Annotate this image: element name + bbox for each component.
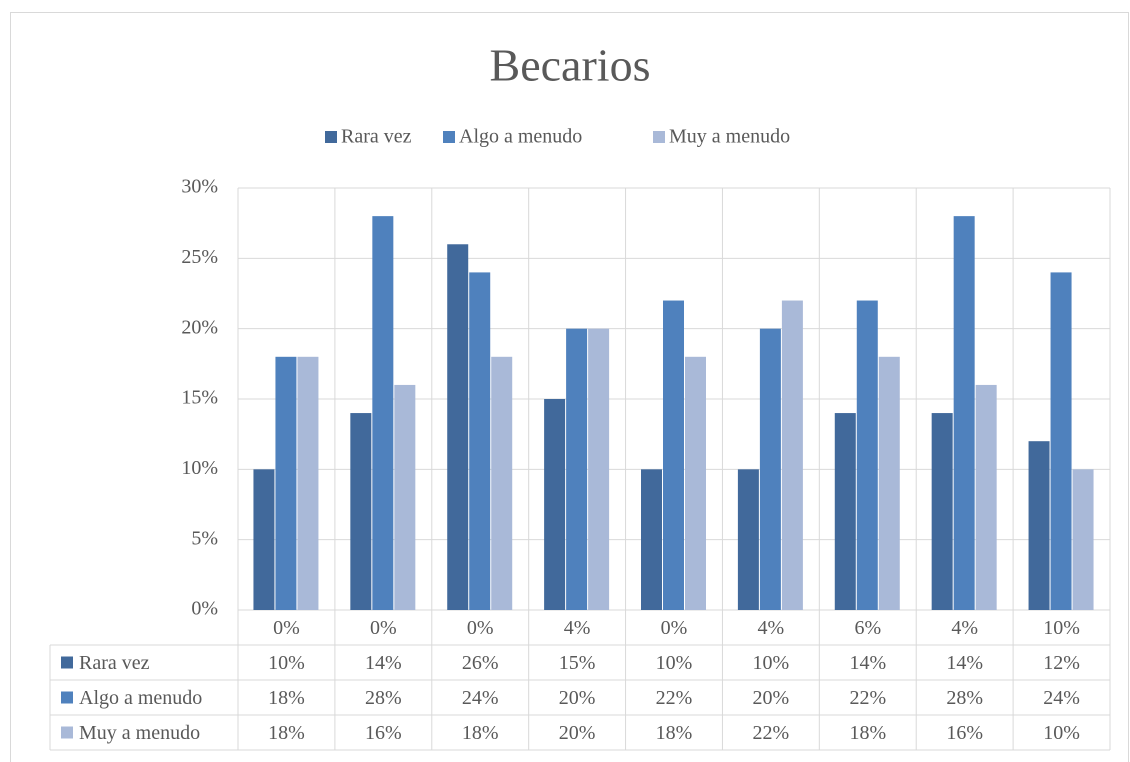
bar [737, 469, 759, 610]
bar [588, 328, 610, 610]
bar [447, 244, 469, 610]
y-tick-label: 20% [181, 316, 218, 338]
bar [275, 356, 297, 610]
table-swatch [61, 656, 73, 669]
table-cell: 18% [656, 722, 693, 744]
table-row-header: Algo a menudo [79, 687, 202, 709]
x-tick-label: 0% [273, 617, 300, 639]
legend-swatch [325, 131, 337, 143]
legend-label: Algo a menudo [459, 126, 582, 148]
y-tick-label: 0% [191, 598, 218, 620]
x-tick-label: 4% [758, 617, 785, 639]
table-cell: 22% [753, 722, 790, 744]
legend-label: Rara vez [341, 126, 412, 148]
legend-label: Muy a menudo [669, 126, 790, 148]
table-cell: 10% [1043, 722, 1080, 744]
x-tick-label: 0% [661, 617, 688, 639]
bar [781, 300, 803, 610]
table-cell: 28% [946, 687, 983, 709]
bar [931, 413, 953, 610]
table-row-header: Muy a menudo [79, 722, 200, 744]
bar [394, 384, 416, 610]
table-cell: 16% [365, 722, 402, 744]
legend-swatch [443, 131, 455, 143]
table-row-header: Rara vez [79, 652, 150, 674]
table-cell: 22% [656, 687, 693, 709]
bar [878, 356, 900, 610]
table-cell: 15% [559, 652, 596, 674]
table-cell: 20% [559, 687, 596, 709]
bar [566, 328, 588, 610]
table-cell: 10% [656, 652, 693, 674]
x-tick-label: 0% [370, 617, 397, 639]
table-cell: 10% [753, 652, 790, 674]
table-cell: 22% [849, 687, 886, 709]
bar [350, 413, 372, 610]
bar [856, 300, 878, 610]
x-tick-label: 4% [951, 617, 978, 639]
bar [641, 469, 662, 610]
legend-swatch [653, 131, 665, 143]
table-cell: 20% [753, 687, 790, 709]
table-cell: 24% [1043, 687, 1080, 709]
x-tick-label: 6% [854, 617, 881, 639]
table-cell: 18% [268, 687, 305, 709]
x-tick-label: 0% [467, 617, 494, 639]
table-cell: 16% [946, 722, 983, 744]
table-swatch [61, 726, 73, 739]
table-cell: 18% [849, 722, 886, 744]
bar [253, 469, 275, 610]
table-cell: 14% [849, 652, 886, 674]
x-tick-label: 10% [1043, 617, 1080, 639]
table-cell: 12% [1043, 652, 1080, 674]
table-cell: 14% [946, 652, 983, 674]
y-tick-label: 10% [181, 457, 218, 479]
bar [1050, 272, 1072, 610]
table-cell: 20% [559, 722, 596, 744]
table-cell: 14% [365, 652, 402, 674]
bar [491, 356, 513, 610]
y-tick-label: 5% [191, 527, 218, 549]
chart-title: Becarios [490, 40, 651, 91]
bar [834, 413, 856, 610]
table-cell: 26% [462, 652, 499, 674]
table-cell: 10% [268, 652, 305, 674]
table-cell: 18% [268, 722, 305, 744]
bar [1072, 469, 1094, 610]
bar [685, 356, 706, 610]
y-tick-label: 30% [181, 176, 218, 198]
bar [975, 384, 997, 610]
table-swatch [61, 691, 73, 704]
bar [544, 399, 566, 610]
table-cell: 24% [462, 687, 499, 709]
bar [469, 272, 491, 610]
bar [663, 300, 684, 610]
bar [1028, 441, 1050, 610]
bar [297, 356, 319, 610]
x-tick-label: 4% [564, 617, 591, 639]
table-cell: 18% [462, 722, 499, 744]
y-tick-label: 15% [181, 387, 218, 409]
bar [953, 216, 975, 610]
table-cell: 28% [365, 687, 402, 709]
bar [372, 216, 394, 610]
bar [759, 328, 781, 610]
y-tick-label: 25% [181, 246, 218, 268]
